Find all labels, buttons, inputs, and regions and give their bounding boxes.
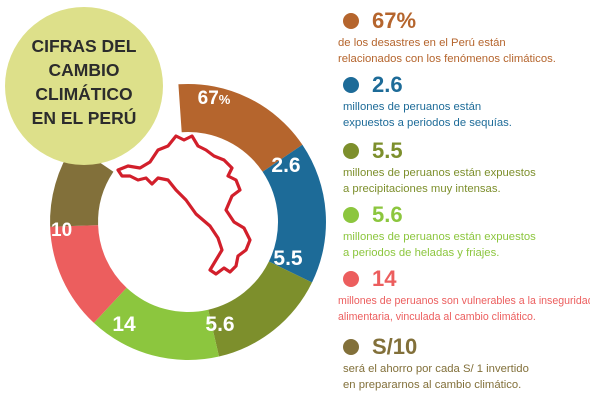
ring-label-14: 14: [112, 313, 136, 336]
stat-value: 5.5: [372, 138, 403, 163]
stat-desc-line-2: expuestos a periodos de sequías.: [343, 117, 512, 129]
title-line-3: CLIMÁTICO: [35, 83, 132, 104]
stat-desc-line-2: a periodos de heladas y friajes.: [343, 247, 500, 259]
title-circle: [5, 7, 163, 165]
stat-desc-line-2: en prepararnos al cambio climático.: [343, 379, 522, 391]
ring-segment-5-5: [208, 261, 312, 357]
stat-desc-line-1: millones de peruanos están: [343, 101, 482, 113]
stat-desc-line-2: alimentaria, vinculada al cambio climáti…: [338, 311, 536, 323]
ring-segment-14: [50, 225, 127, 323]
ring-segment-2-6: [262, 144, 326, 283]
bullet-icon: [343, 271, 359, 287]
stat-desc-line-1: millones de peruanos están expuestos: [343, 231, 536, 243]
stat-value: 14: [372, 266, 397, 291]
stat-desc-line-1: millones de peruanos están expuestos: [343, 167, 536, 179]
ring-label-5-6: 5.6: [205, 313, 234, 336]
ring-label-s10: S/ 10: [28, 220, 72, 241]
bullet-icon: [343, 339, 359, 355]
stat-value: S/10: [372, 334, 418, 359]
ring-label-2-6: 2.6: [271, 154, 300, 177]
ring-segment-s10: [50, 144, 114, 227]
ring-segment-67: [178, 83, 303, 172]
peru-map-icon: [116, 134, 252, 276]
bullet-icon: [343, 207, 359, 223]
title-line-1: CIFRAS DEL: [32, 36, 137, 56]
stat-value: 5.6: [372, 202, 403, 227]
stat-desc-line-1: de los desastres en el Perú están: [338, 37, 506, 49]
bullet-icon: [343, 143, 359, 159]
ring-segment-5-6: [93, 287, 219, 361]
stat-value: 2.6: [372, 72, 403, 97]
bullet-icon: [343, 77, 359, 93]
title-line-2: CAMBIO: [49, 60, 120, 80]
stat-desc-line-2: relacionados con los fenómenos climático…: [338, 53, 556, 65]
stat-value: 67%: [372, 8, 417, 33]
ring-label-67: 67%: [198, 88, 231, 109]
bullet-icon: [343, 13, 359, 29]
ring-label-5-5: 5.5: [273, 247, 303, 270]
title-line-4: EN EL PERÚ: [32, 107, 137, 128]
ring-graphic: CIFRAS DEL CAMBIO CLIMÁTICO EN EL PERÚ 6…: [5, 7, 326, 361]
stat-desc-line-1: será el ahorro por cada S/ 1 invertido: [343, 363, 529, 375]
stat-desc-line-1: millones de peruanos son vulnerables a l…: [338, 295, 590, 307]
stat-desc-line-2: a precipitaciones muy intensas.: [343, 183, 501, 195]
